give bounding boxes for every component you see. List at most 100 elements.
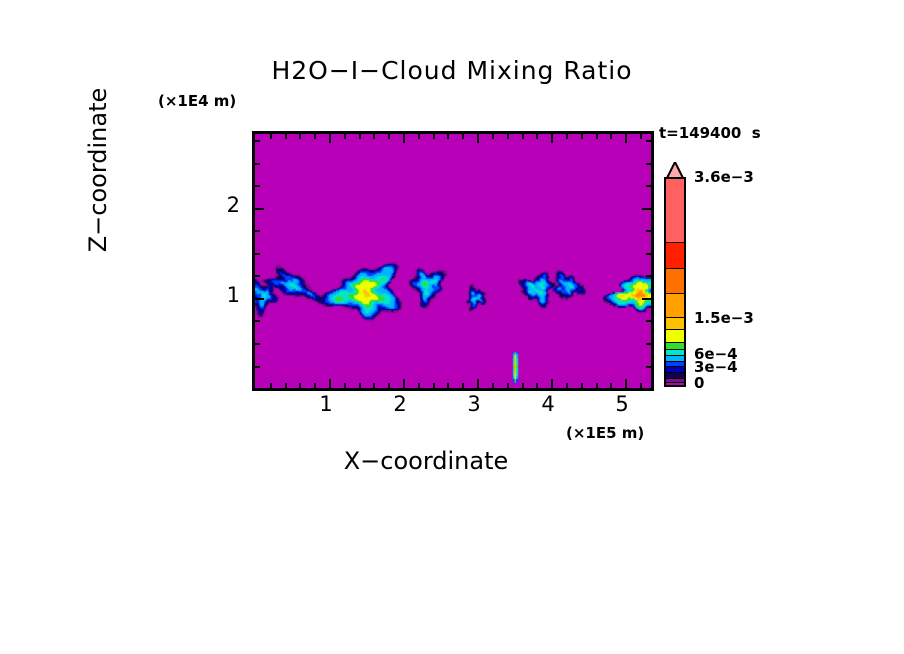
x-tick-minor	[610, 134, 613, 139]
x-tick-minor	[284, 383, 287, 388]
x-tick-minor	[491, 134, 494, 139]
colorbar-tick-label: 3e−4	[694, 358, 738, 377]
x-tick-minor	[358, 383, 361, 388]
x-tick-major	[403, 134, 405, 143]
x-tick-minor	[373, 383, 376, 388]
x-tick-minor	[343, 134, 346, 139]
x-tick-minor	[269, 383, 272, 388]
y-tick-minor	[255, 140, 260, 143]
x-tick-minor	[299, 134, 302, 139]
x-tick-minor	[639, 134, 642, 139]
x-tick-minor	[506, 383, 509, 388]
colorbar-tick-label: 1.5e−3	[694, 308, 754, 327]
x-tick-minor	[536, 383, 539, 388]
x-axis-title: X−coordinate	[0, 447, 904, 475]
colorbar-edge	[664, 385, 686, 387]
y-tick-minor	[255, 230, 260, 233]
colorbar-band	[664, 317, 686, 331]
x-tick-minor	[580, 134, 583, 139]
x-tick-major	[551, 379, 554, 388]
x-tick-minor	[462, 383, 465, 388]
x-tick-major	[625, 134, 628, 143]
x-tick-minor	[610, 383, 613, 388]
colorbar-band	[664, 177, 686, 244]
y-tick-major	[255, 297, 264, 300]
x-tick-minor	[580, 383, 583, 388]
x-tick-major	[551, 134, 554, 143]
contour-plot-area	[252, 131, 654, 391]
y-tick-minor	[255, 162, 260, 165]
x-tick-label: 2	[393, 392, 407, 416]
x-tick-label: 5	[615, 392, 629, 416]
y-tick-minor	[646, 275, 651, 278]
y-tick-major	[642, 297, 651, 300]
y-tick-minor	[646, 230, 651, 233]
colorbar-band	[664, 330, 686, 343]
x-tick-minor	[595, 134, 598, 139]
y-tick-label: 1	[226, 282, 240, 307]
x-tick-minor	[639, 383, 642, 388]
x-tick-minor	[358, 134, 361, 139]
x-tick-minor	[565, 134, 568, 139]
x-tick-minor	[284, 134, 287, 139]
x-tick-major	[477, 379, 480, 388]
x-tick-minor	[343, 383, 346, 388]
x-tick-minor	[491, 383, 494, 388]
colorbar-band	[664, 367, 686, 374]
y-tick-minor	[646, 252, 651, 255]
colorbar-tick-label: 0	[694, 374, 705, 393]
x-tick-label: 1	[319, 392, 333, 416]
x-tick-major	[329, 379, 331, 388]
y-tick-minor	[646, 365, 651, 368]
x-tick-label: 4	[541, 392, 555, 416]
y-axis-title: Z−coordinate	[84, 87, 112, 253]
x-tick-minor	[417, 383, 420, 388]
y-tick-minor	[646, 185, 651, 188]
colorbar	[664, 177, 686, 387]
x-tick-minor	[565, 383, 568, 388]
timestamp-label: t=149400 s	[659, 124, 761, 142]
x-tick-minor	[388, 383, 391, 388]
x-axis-unit-label: (×1E5 m)	[566, 424, 645, 442]
y-tick-minor	[255, 343, 260, 345]
x-tick-major	[625, 379, 628, 388]
x-tick-minor	[417, 134, 420, 139]
y-tick-minor	[255, 365, 260, 368]
x-tick-minor	[536, 134, 539, 139]
x-tick-minor	[447, 383, 450, 388]
x-tick-minor	[521, 383, 524, 388]
x-tick-minor	[314, 134, 317, 139]
x-tick-minor	[432, 134, 435, 139]
colorbar-band	[664, 355, 686, 362]
colorbar-band	[664, 269, 686, 294]
y-axis-unit-label: (×1E4 m)	[158, 92, 237, 110]
x-tick-major	[329, 134, 331, 143]
page-title: H2O−I−Cloud Mixing Ratio	[271, 56, 633, 85]
y-tick-minor	[646, 162, 651, 165]
colorbar-band	[664, 361, 686, 368]
colorbar-band	[664, 349, 686, 356]
y-tick-label: 2	[226, 192, 240, 217]
x-tick-label: 3	[467, 392, 481, 416]
colorbar-band	[664, 378, 686, 383]
colorbar-tick-label: 6e−4	[694, 345, 738, 364]
y-tick-minor	[255, 320, 260, 323]
x-tick-minor	[432, 383, 435, 388]
x-tick-major	[403, 379, 405, 388]
x-tick-minor	[595, 383, 598, 388]
x-tick-minor	[506, 134, 509, 139]
y-tick-major	[255, 207, 264, 210]
y-tick-major	[642, 207, 651, 210]
colorbar-band	[664, 383, 686, 387]
x-tick-minor	[314, 383, 317, 388]
x-tick-minor	[447, 134, 450, 139]
colorbar-tick-label: 3.6e−3	[694, 168, 754, 186]
colorbar-edge	[664, 177, 686, 179]
x-tick-major	[477, 134, 480, 143]
x-tick-minor	[269, 134, 272, 139]
y-tick-minor	[255, 275, 260, 278]
x-tick-minor	[299, 383, 302, 388]
y-tick-minor	[646, 140, 651, 143]
y-tick-minor	[646, 320, 651, 323]
